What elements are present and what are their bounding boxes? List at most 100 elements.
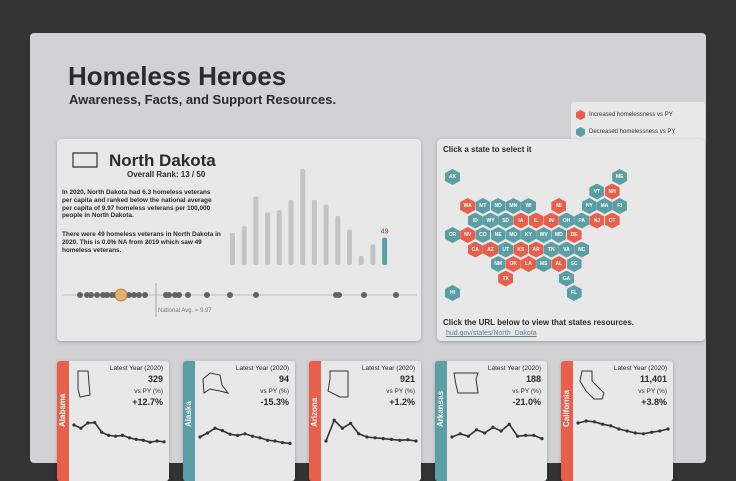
state-card-ly-label: Latest Year (2020) (487, 365, 541, 372)
state-hex-ri[interactable]: RI (612, 198, 628, 214)
detail-rank: Overall Rank: 13 / 50 (127, 170, 206, 179)
state-hex-az[interactable]: AZ (483, 241, 498, 258)
sparkline-point (250, 434, 255, 438)
state-hex-oh[interactable]: OH (559, 212, 574, 229)
state-hex-va[interactable]: VA (559, 241, 574, 258)
state-hex-pa[interactable]: PA (574, 212, 590, 229)
state-shape-icon (453, 372, 479, 394)
state-hex-me[interactable]: ME (612, 169, 628, 185)
state-hex-ca[interactable]: CA (467, 241, 483, 258)
sparkline-point (79, 426, 83, 430)
state-hex-nc[interactable]: NC (574, 241, 590, 258)
sparkline-point (213, 426, 217, 430)
state-card-py-label: vs PY (%) (638, 388, 667, 395)
state-detail-card: North Dakota Overall Rank: 13 / 50 In 20… (57, 139, 421, 341)
state-hex-wv[interactable]: WV (536, 227, 552, 243)
state-hex-nv[interactable]: NV (460, 227, 476, 243)
sparkline-point (373, 436, 377, 440)
state-hex-co[interactable]: CO (475, 227, 491, 243)
bar (288, 199, 294, 265)
state-hex-nj[interactable]: NJ (589, 212, 605, 229)
state-hex-sd[interactable]: SD (498, 212, 514, 229)
bar (230, 233, 235, 265)
state-hex-ak[interactable]: AK (445, 169, 460, 185)
state-hex-ia[interactable]: IA (513, 212, 529, 229)
state-card-arizona[interactable]: Arizona Latest Year (2020) 921 vs PY (%) +1.… (309, 361, 421, 481)
state-shape-icon (327, 370, 349, 398)
state-card-alabama[interactable]: Alabama Latest Year (2020) 329 vs PY (%) +12… (57, 361, 169, 481)
state-hex-wy[interactable]: WY (483, 212, 498, 229)
sparkline-point (406, 438, 410, 442)
sparkline-point (332, 418, 336, 422)
state-hex-mo[interactable]: MO (505, 227, 521, 243)
state-hex-md[interactable]: MD (551, 227, 567, 243)
state-hex-tx[interactable]: TX (498, 270, 514, 287)
sparkline-point (265, 438, 270, 442)
bar (335, 215, 341, 265)
state-hex-mn[interactable]: MN (505, 198, 521, 214)
sparkline-point (381, 437, 385, 441)
sparkline-point (625, 429, 629, 433)
sparkline-point (228, 432, 232, 436)
state-hex-ut[interactable]: UT (498, 241, 514, 258)
state-shape-icon (77, 370, 91, 398)
state-hex-sc[interactable]: SC (566, 256, 582, 272)
state-hex-ks[interactable]: KS (513, 241, 529, 258)
state-hex-nh[interactable]: NH (604, 183, 620, 200)
state-hex-wa[interactable]: WA (460, 198, 476, 214)
detail-paragraph-1: In 2020, North Dakota had 6.3 homeless v… (62, 189, 212, 220)
state-hex-hi[interactable]: HI (445, 285, 460, 301)
state-hex-ny[interactable]: NY (581, 198, 597, 214)
state-hex-ma[interactable]: MA (597, 198, 612, 214)
state-hex-fl[interactable]: FL (566, 285, 582, 301)
state-hex-de[interactable]: DE (566, 227, 582, 243)
state-hex-in[interactable]: IN (543, 212, 559, 229)
bar-value-label: 49 (381, 229, 389, 236)
state-card-ly-value: 921 (399, 374, 415, 384)
state-hex-wi[interactable]: WI (521, 198, 536, 214)
state-hex-mi[interactable]: MI (551, 198, 567, 214)
sparkline-point (93, 421, 97, 425)
sparkline-point (466, 434, 470, 438)
sparkline-point (666, 427, 670, 431)
state-card-california[interactable]: California Latest Year (2020) 11,401 vs PY … (561, 361, 673, 481)
sparkline-point (592, 420, 596, 424)
state-hex-nm[interactable]: NM (490, 256, 506, 272)
sparkline-point (450, 435, 454, 439)
bar (347, 229, 352, 265)
state-card-alaska[interactable]: Alaska Latest Year (2020) 94 vs PY (%) -15.3… (183, 361, 295, 481)
state-hex-al[interactable]: AL (551, 256, 567, 272)
state-resources-link[interactable]: hud.gov/states/North_Dakota (446, 330, 537, 337)
state-card-arkansas[interactable]: Arkansas Latest Year (2020) 188 vs PY (%) -2… (435, 361, 547, 481)
sparkline-point (398, 438, 402, 442)
state-hex-la[interactable]: LA (521, 256, 536, 272)
bar-current-year (382, 237, 388, 265)
sparkline-point (258, 436, 262, 440)
sparkline-point (113, 434, 118, 438)
detail-paragraph-2: There were 49 homeless veterans in North… (62, 231, 221, 254)
sparkline-point (220, 429, 225, 433)
state-hex-ok[interactable]: OK (505, 256, 521, 272)
trend-bar-chart: 49 (230, 169, 389, 265)
state-hex-ga[interactable]: GA (559, 270, 574, 287)
state-hex-or[interactable]: OR (445, 227, 460, 243)
state-hex-ne[interactable]: NE (490, 227, 506, 243)
state-hex-vt[interactable]: VT (589, 183, 605, 200)
bar (276, 210, 282, 265)
state-hex-il[interactable]: IL (528, 212, 544, 229)
state-hex-ct[interactable]: CT (604, 212, 620, 229)
state-hex-tn[interactable]: TN (543, 241, 559, 258)
state-hex-mt[interactable]: MT (475, 198, 491, 214)
dashboard-canvas: Homeless Heroes Awareness, Facts, and Su… (30, 33, 706, 481)
state-hex-ms[interactable]: MS (536, 256, 552, 272)
state-card-py-label: vs PY (%) (386, 388, 415, 395)
sparkline-point (532, 433, 536, 437)
state-card-py-label: vs PY (%) (512, 388, 541, 395)
state-hex-ky[interactable]: KY (521, 227, 536, 243)
state-hex-id[interactable]: ID (467, 212, 483, 229)
sparkline-point (273, 439, 277, 443)
state-card-name: Alabama (58, 393, 67, 427)
state-hex-nd[interactable]: ND (490, 198, 506, 214)
state-hex-ar[interactable]: AR (528, 241, 544, 258)
legend-increased: Increased homelessness vs PY (576, 110, 673, 120)
